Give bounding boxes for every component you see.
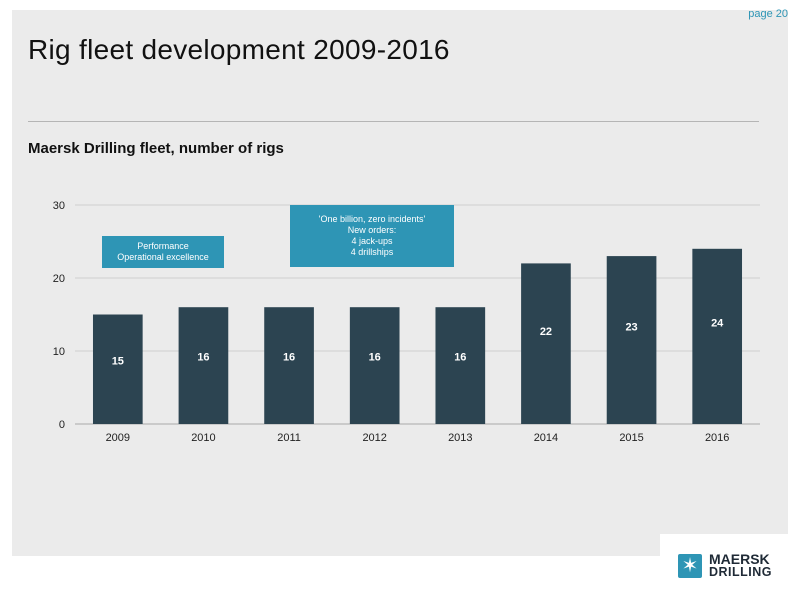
page-title: Rig fleet development 2009-2016	[28, 34, 450, 65]
bar	[178, 307, 229, 424]
bar-data-label: 16	[454, 351, 466, 363]
x-tick-label: 2009	[106, 432, 130, 444]
bar	[435, 307, 486, 424]
y-tick-label: 30	[53, 200, 65, 212]
annotation-line: Performance	[137, 241, 189, 251]
annotation-line: 4 drillships	[350, 247, 394, 257]
bar	[606, 256, 657, 424]
bar-data-label: 16	[283, 351, 295, 363]
company-logo-text: MAERSK DRILLING	[709, 551, 773, 579]
y-tick-label: 10	[53, 346, 65, 358]
bar-data-label: 16	[369, 351, 381, 363]
annotation-line: New orders:	[347, 225, 397, 235]
x-tick-label: 2016	[705, 432, 729, 444]
bar	[264, 307, 314, 424]
annotation-new-orders: 'One billion, zero incidents' New orders…	[290, 205, 454, 267]
y-tick-label: 0	[59, 419, 65, 431]
logo-line-1: MAERSK	[709, 551, 770, 567]
annotation-line: 'One billion, zero incidents'	[318, 214, 426, 224]
slide-background	[12, 10, 788, 556]
page-number: page 20	[748, 8, 788, 20]
y-tick-label: 20	[53, 273, 65, 285]
bar-data-label: 22	[540, 326, 552, 338]
bar	[92, 314, 143, 424]
bar-data-label: 15	[112, 355, 124, 367]
x-tick-label: 2013	[448, 432, 472, 444]
title-divider	[28, 121, 759, 122]
annotation-line: Operational excellence	[117, 252, 209, 262]
x-tick-label: 2014	[534, 432, 558, 444]
x-tick-label: 2012	[362, 432, 386, 444]
x-tick-label: 2015	[619, 432, 643, 444]
logo-line-2: DRILLING	[709, 565, 773, 579]
x-tick-label: 2011	[277, 432, 301, 444]
bar	[692, 248, 743, 424]
chart-title: Maersk Drilling fleet, number of rigs	[28, 140, 284, 157]
x-tick-label: 2010	[191, 432, 215, 444]
bar	[349, 307, 400, 424]
annotation-line: 4 jack-ups	[351, 236, 393, 246]
seven-point-star-icon: ✶	[678, 554, 702, 578]
bar-data-label: 16	[197, 351, 209, 363]
annotation-performance: Performance Operational excellence	[102, 236, 224, 268]
bar-data-label: 24	[711, 317, 724, 329]
bar-data-label: 23	[625, 322, 637, 334]
bar	[521, 263, 571, 424]
